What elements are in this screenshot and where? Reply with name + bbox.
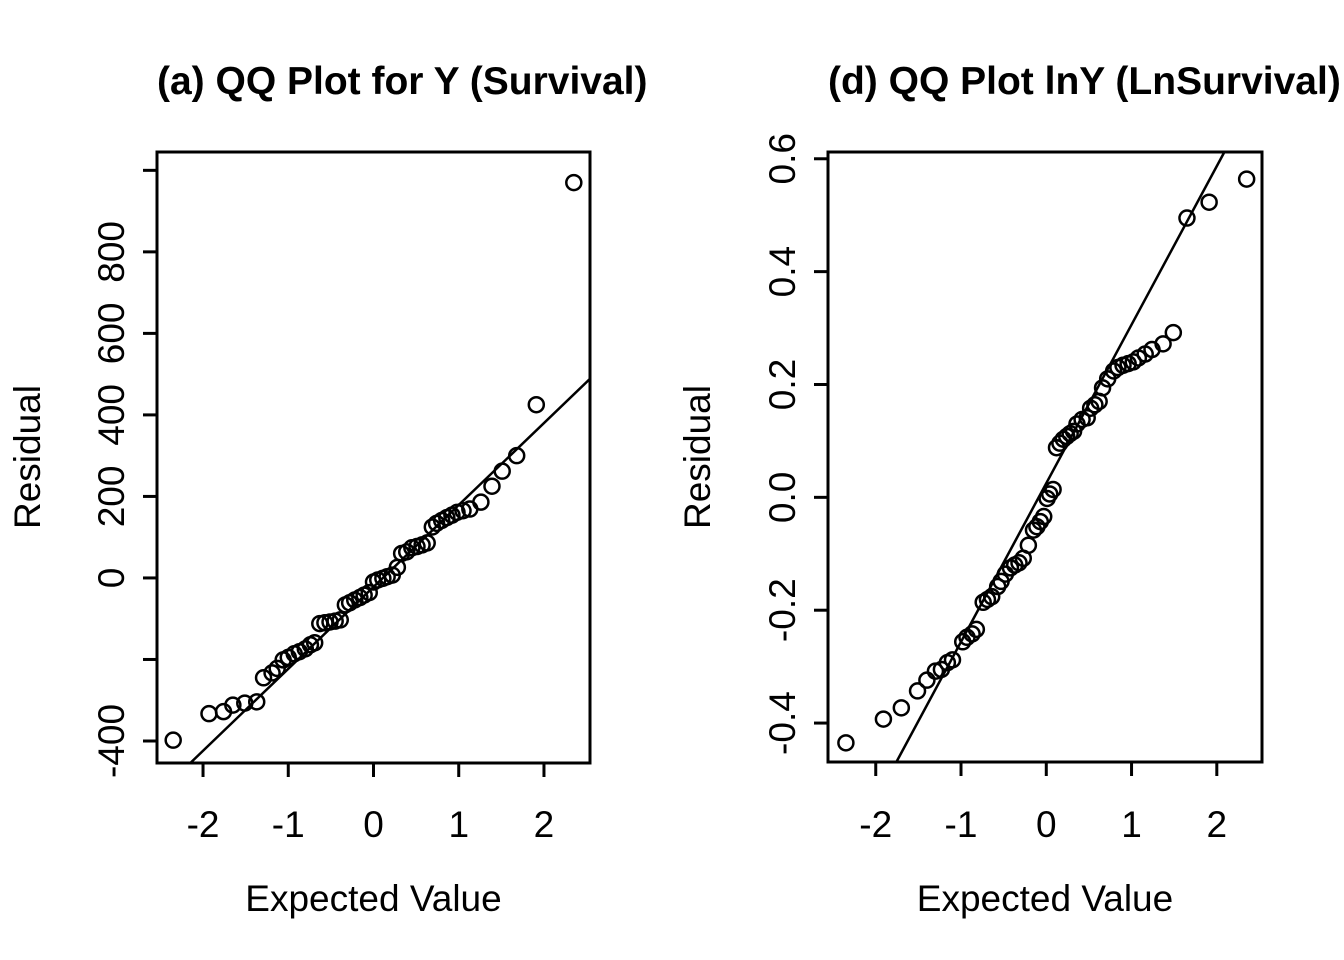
panel-a-xlabel: Expected Value (245, 878, 502, 919)
x-tick-label: 2 (534, 804, 555, 845)
x-tick-label: -2 (187, 804, 220, 845)
data-point (263, 664, 281, 682)
panel-d-title: (d) QQ Plot lnY (LnSurvival) (828, 60, 1341, 103)
qq-reference-line (895, 151, 1226, 763)
data-point (1078, 409, 1096, 427)
x-tick-label: 1 (1121, 804, 1142, 845)
data-point (1044, 480, 1062, 499)
data-point (1104, 362, 1123, 380)
data-point (164, 731, 182, 749)
data-point (1178, 209, 1196, 227)
data-point (1124, 353, 1142, 371)
data-point (418, 534, 436, 552)
y-tick-label: 600 (91, 303, 132, 365)
x-tick-label: -1 (945, 804, 978, 845)
data-point (963, 625, 981, 643)
y-tick-label: -0.4 (762, 691, 803, 755)
plot-box (826, 150, 1264, 764)
data-point (837, 734, 855, 752)
y-tick-label: 200 (91, 466, 132, 528)
data-point (493, 462, 511, 480)
y-tick-label: 0.2 (762, 359, 803, 410)
data-point (200, 704, 218, 723)
data-point (1164, 323, 1183, 342)
data-point (527, 395, 546, 414)
y-tick-label: 400 (91, 384, 132, 446)
data-point (943, 651, 962, 669)
data-point (331, 611, 350, 629)
y-tick-label: -0.2 (762, 578, 803, 642)
data-point (254, 669, 273, 687)
data-point (1086, 396, 1104, 414)
data-point (1010, 554, 1028, 572)
data-point (1019, 536, 1038, 555)
data-point (397, 543, 416, 561)
x-tick-label: 1 (448, 804, 469, 845)
data-point (967, 620, 986, 639)
y-tick-label: 0.6 (762, 133, 803, 184)
data-point (908, 682, 927, 700)
data-point (1154, 335, 1172, 353)
panel-a-title: (a) QQ Plot for Y (Survival) (157, 60, 648, 103)
data-point (236, 694, 254, 712)
data-point (472, 493, 490, 511)
data-point (360, 583, 378, 602)
panel-d-xlabel: Expected Value (916, 878, 1174, 919)
x-tick-label: 2 (1207, 804, 1228, 845)
data-point (1034, 507, 1053, 526)
data-point (1200, 193, 1218, 211)
y-tick-label: 0.4 (762, 246, 803, 297)
data-point (565, 173, 583, 192)
qq-panel-d: -2 -1 0 1 2 0.6 0.4 0.2 0.0 -0.2 -0.4 (762, 133, 1264, 845)
data-point (1093, 379, 1112, 397)
x-tick-label: 0 (363, 804, 384, 845)
y-tick-label: -400 (91, 704, 132, 778)
data-point (454, 501, 472, 520)
data-point (224, 696, 242, 714)
x-tick-label: -1 (272, 804, 305, 845)
data-point (1040, 485, 1059, 503)
y-tick-label: 0 (91, 568, 132, 589)
data-point (892, 699, 911, 717)
x-tick-label: -2 (859, 804, 892, 845)
y-tick-label: 800 (91, 221, 132, 283)
data-point (507, 446, 526, 465)
data-point (1237, 170, 1256, 188)
x-tick-label: 0 (1036, 804, 1057, 845)
y-tick-label: 0.0 (762, 472, 803, 523)
data-point (247, 693, 266, 711)
panel-a-ylabel: Residual (7, 385, 48, 529)
panel-d-ylabel: Residual (677, 385, 718, 529)
data-point (874, 710, 893, 728)
data-point (305, 634, 324, 652)
data-point (483, 477, 501, 495)
qq-panel-a: -2 -1 0 1 2 800 600 400 200 0 -400 (91, 150, 592, 845)
data-point (918, 671, 936, 689)
